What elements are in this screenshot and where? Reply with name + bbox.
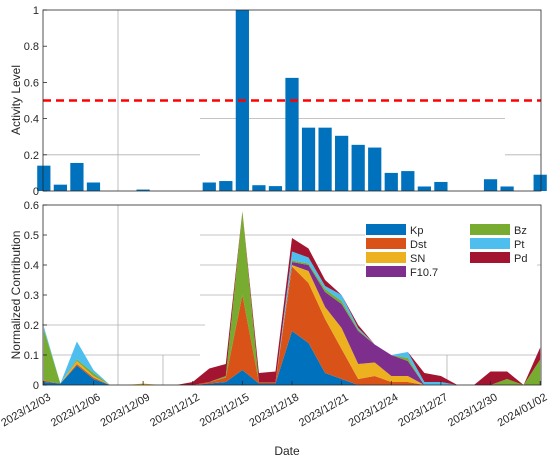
x-tick-label: 2023/12/27 (396, 391, 450, 429)
x-tick-label: 2023/12/06 (49, 391, 103, 429)
x-tick-label: 2023/12/03 (0, 391, 53, 429)
bottom-y-tick-label: 0 (33, 380, 39, 392)
x-tick-label: 2023/12/21 (297, 391, 351, 429)
bottom-y-tick-label: 0.3 (24, 290, 39, 302)
legend-label-dst: Dst (410, 239, 427, 251)
activity-bar (53, 184, 67, 191)
x-tick-label: 2023/12/12 (148, 391, 202, 429)
top-y-axis-label: Activity Level (9, 65, 23, 135)
activity-bar (86, 182, 101, 191)
top-y-tick-label: 1 (33, 5, 39, 17)
x-axis-label: Date (274, 444, 300, 458)
top-y-tick-label: 0.8 (24, 41, 39, 53)
legend-label-sn: SN (410, 253, 425, 265)
bottom-y-tick-label: 0.1 (24, 350, 39, 362)
x-tick-label: 2023/12/15 (198, 391, 252, 429)
activity-bar (401, 171, 415, 191)
activity-bar (434, 181, 448, 191)
activity-bar (384, 172, 398, 191)
legend-swatch-dst (366, 238, 406, 249)
top-y-tick-label: 0.6 (24, 77, 39, 89)
x-tick-label: 2023/12/24 (347, 391, 401, 429)
x-tick-label: 2023/12/30 (446, 391, 500, 429)
activity-bar (301, 127, 316, 191)
activity-bar (252, 185, 266, 191)
legend-label-pd: Pd (514, 253, 527, 265)
legend-label-kp: Kp (410, 225, 423, 237)
legend-label-f107: F10.7 (410, 267, 438, 279)
legend-swatch-pt (470, 238, 510, 249)
bottom-y-tick-label: 0.4 (24, 260, 39, 272)
activity-bar (533, 174, 547, 191)
activity-bar (268, 186, 283, 191)
legend-swatch-bz (470, 224, 510, 235)
top-y-tick-label: 0.4 (24, 114, 39, 126)
bottom-y-tick-label: 0.6 (24, 200, 39, 212)
top-axes-box (42, 9, 542, 192)
activity-bar (351, 144, 365, 191)
area-pd (43, 211, 541, 385)
legend-label-pt: Pt (514, 239, 524, 251)
activity-bar (202, 182, 216, 191)
legend-swatch-pd (470, 252, 510, 263)
legend-swatch-sn (366, 252, 406, 263)
bottom-y-tick-label: 0.2 (24, 320, 39, 332)
activity-bar (417, 186, 431, 191)
activity-bar (285, 77, 299, 191)
x-tick-label: 2023/12/18 (247, 391, 301, 429)
bottom-y-axis-label: Normalized Contribution (9, 231, 23, 360)
legend-label-bz: Bz (514, 225, 527, 237)
area-kp (43, 331, 541, 385)
activity-bar (318, 127, 332, 191)
bottom-panel: 00.10.20.30.40.50.62023/12/032023/12/062… (0, 200, 549, 429)
top-y-tick-label: 0 (33, 186, 39, 198)
activity-bar (500, 186, 514, 191)
activity-bar (335, 135, 349, 191)
activity-bar (136, 189, 150, 191)
activity-bar (368, 147, 382, 191)
x-tick-label: 2024/01/02 (496, 391, 550, 429)
legend-swatch-f107 (366, 266, 406, 277)
legend: Kp Dst SN F10.7 Bz Pt Pd (365, 222, 537, 279)
top-y-tick-label: 0.2 (24, 150, 39, 162)
legend-swatch-kp (366, 224, 406, 235)
top-panel: 0 0.2 0.4 0.6 0.8 1 (24, 5, 547, 198)
activity-bar (37, 165, 51, 191)
activity-bar (219, 181, 233, 191)
activity-bar (70, 162, 84, 191)
activity-bar (483, 179, 498, 191)
area-dst (43, 266, 541, 385)
x-tick-label: 2023/12/09 (99, 391, 153, 429)
bottom-y-tick-label: 0.5 (24, 230, 39, 242)
